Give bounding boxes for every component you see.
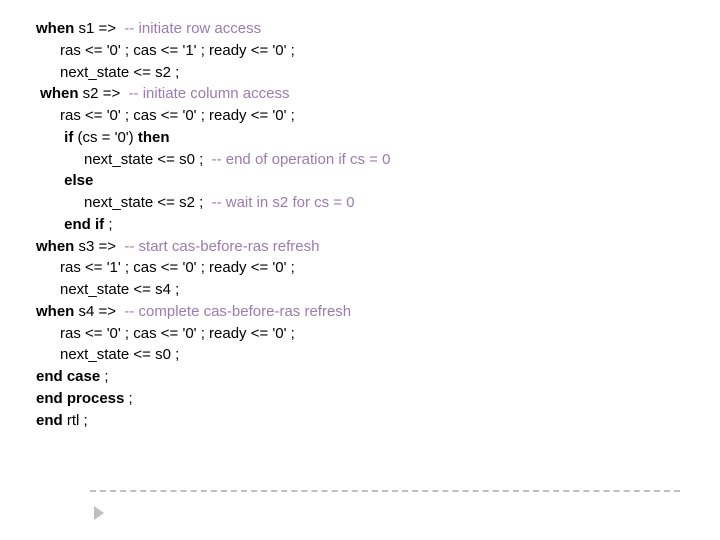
keyword: end case: [36, 368, 100, 385]
code-text: next_state <= s4 ;: [60, 281, 179, 298]
code-text: s4 =>: [74, 303, 124, 320]
code-line: when s1 => -- initiate row access: [36, 18, 720, 40]
code-text: next_state <= s0 ;: [84, 151, 212, 168]
code-text: s1 =>: [74, 20, 124, 37]
footer-divider: [90, 490, 680, 492]
code-text: next_state <= s2 ;: [84, 194, 212, 211]
keyword: end process: [36, 390, 124, 407]
code-line: when s4 => -- complete cas-before-ras re…: [36, 301, 720, 323]
code-text: s2 =>: [79, 85, 129, 102]
code-line: next_state <= s2 ; -- wait in s2 for cs …: [36, 192, 720, 214]
vhdl-code-block: when s1 => -- initiate row access ras <= …: [0, 0, 720, 431]
keyword: end if: [64, 216, 104, 233]
code-line: ras <= '0' ; cas <= '1' ; ready <= '0' ;: [36, 40, 720, 62]
code-text: ras <= '0' ; cas <= '0' ; ready <= '0' ;: [60, 107, 295, 124]
comment: -- complete cas-before-ras refresh: [124, 303, 351, 320]
code-text: (cs = '0'): [73, 129, 138, 146]
code-text: next_state <= s2 ;: [60, 64, 179, 81]
keyword: if: [64, 129, 73, 146]
code-line: next_state <= s2 ;: [36, 62, 720, 84]
comment: -- wait in s2 for cs = 0: [212, 194, 355, 211]
code-line: end if ;: [36, 214, 720, 236]
keyword: when: [36, 238, 74, 255]
comment: -- initiate column access: [129, 85, 290, 102]
code-line: when s3 => -- start cas-before-ras refre…: [36, 236, 720, 258]
code-text: ;: [100, 368, 108, 385]
keyword: when: [36, 20, 74, 37]
keyword: then: [138, 129, 170, 146]
code-text: next_state <= s0 ;: [60, 346, 179, 363]
code-line: if (cs = '0') then: [36, 127, 720, 149]
code-line: else: [36, 170, 720, 192]
code-line: end case ;: [36, 366, 720, 388]
keyword: else: [64, 172, 93, 189]
code-text: ;: [124, 390, 132, 407]
code-text: ras <= '1' ; cas <= '0' ; ready <= '0' ;: [60, 259, 295, 276]
code-line: next_state <= s0 ;: [36, 344, 720, 366]
code-line: when s2 => -- initiate column access: [36, 83, 720, 105]
code-text: rtl ;: [63, 412, 88, 429]
code-text: ras <= '0' ; cas <= '1' ; ready <= '0' ;: [60, 42, 295, 59]
code-line: end rtl ;: [36, 410, 720, 432]
code-line: end process ;: [36, 388, 720, 410]
code-text: ;: [104, 216, 112, 233]
keyword: end: [36, 412, 63, 429]
code-line: ras <= '0' ; cas <= '0' ; ready <= '0' ;: [36, 105, 720, 127]
slide-arrow-icon: [94, 506, 104, 520]
code-line: next_state <= s0 ; -- end of operation i…: [36, 149, 720, 171]
code-line: ras <= '1' ; cas <= '0' ; ready <= '0' ;: [36, 257, 720, 279]
comment: -- start cas-before-ras refresh: [124, 238, 319, 255]
comment: -- initiate row access: [124, 20, 261, 37]
code-text: ras <= '0' ; cas <= '0' ; ready <= '0' ;: [60, 325, 295, 342]
keyword: when: [36, 303, 74, 320]
code-text: s3 =>: [74, 238, 124, 255]
comment: -- end of operation if cs = 0: [212, 151, 391, 168]
keyword: when: [40, 85, 78, 102]
code-line: ras <= '0' ; cas <= '0' ; ready <= '0' ;: [36, 323, 720, 345]
code-line: next_state <= s4 ;: [36, 279, 720, 301]
